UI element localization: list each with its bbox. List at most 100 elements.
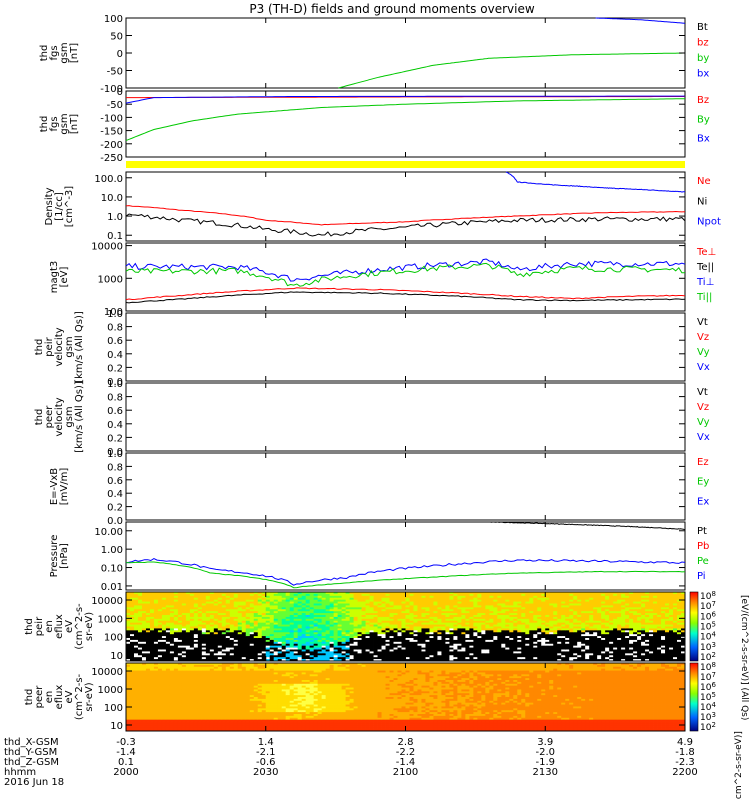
spectrogram-cell xyxy=(473,592,478,595)
spectrogram-cell xyxy=(153,653,159,656)
spectrogram-cell xyxy=(377,638,382,641)
spectrogram-cell xyxy=(549,613,554,616)
spectrogram-cell xyxy=(373,592,378,595)
spectrogram-cell xyxy=(609,595,614,599)
spectrogram-cell xyxy=(129,645,135,648)
spectrogram-cell xyxy=(249,647,255,650)
spectrogram-cell xyxy=(509,622,514,625)
spectrogram-cell xyxy=(373,653,378,656)
spectrogram-cell xyxy=(533,632,538,635)
spectrogram-cell xyxy=(541,634,546,637)
spectrogram-cell xyxy=(273,641,279,645)
spectrogram-cell xyxy=(573,609,578,612)
spectrogram-cell xyxy=(273,616,279,620)
spectrogram-cell xyxy=(413,624,418,627)
spectrogram-cell xyxy=(233,613,239,616)
spectrogram-cell xyxy=(593,603,598,606)
spectrogram-cell xyxy=(301,601,307,604)
spectrogram-cell xyxy=(345,609,350,612)
spectrogram-cell xyxy=(569,659,574,662)
spectrogram-cell xyxy=(557,624,562,627)
spectrogram-cell xyxy=(305,615,311,618)
y-tick-label: -150 xyxy=(100,127,123,138)
spectrogram-cell xyxy=(361,634,366,637)
spectrogram-cell xyxy=(185,597,191,601)
spectrogram-cell xyxy=(425,615,430,618)
spectrogram-cell xyxy=(485,626,490,629)
spectrogram-cell xyxy=(617,593,622,597)
spectrogram-cell xyxy=(465,647,470,650)
spectrogram-cell xyxy=(597,634,602,637)
spectrogram-cell xyxy=(185,636,191,639)
spectrogram-cell xyxy=(293,607,299,610)
spectrogram-cell xyxy=(321,599,327,602)
spectrogram-cell xyxy=(333,607,339,610)
spectrogram-cell xyxy=(441,616,446,620)
spectrogram-cell xyxy=(589,645,594,648)
spectrogram-cell xyxy=(165,592,171,595)
spectrogram-cell xyxy=(541,647,546,650)
spectrogram-cell xyxy=(509,638,514,641)
spectrogram-cell xyxy=(317,659,323,662)
spectrogram-cell xyxy=(413,657,418,660)
spectrogram-cell xyxy=(177,609,183,612)
spectrogram-cell xyxy=(293,603,299,606)
spectrogram-cell xyxy=(405,639,410,643)
spectrogram-cell xyxy=(369,649,374,652)
spectrogram-cell xyxy=(157,628,163,631)
spectrogram-cell xyxy=(233,611,239,614)
spectrogram-cell xyxy=(385,607,390,610)
spectrogram-cell xyxy=(285,630,291,633)
spectrogram-cell xyxy=(185,603,191,606)
spectrogram-cell xyxy=(441,626,446,629)
spectrogram-cell xyxy=(349,655,354,658)
y-tick-label: -100 xyxy=(100,113,123,124)
spectrogram-cell xyxy=(613,597,618,601)
spectrogram-cell xyxy=(549,601,554,604)
spectrogram-cell xyxy=(565,655,570,658)
legend-bx: bx xyxy=(697,69,709,80)
spectrogram-cell xyxy=(233,659,239,662)
spectrogram-cell xyxy=(293,636,299,639)
spectrogram-cell xyxy=(165,597,171,601)
spectrogram-cell xyxy=(449,595,454,599)
spectrogram-cell xyxy=(509,595,514,599)
spectrogram-cell xyxy=(573,595,578,599)
spectrogram-cell xyxy=(285,655,291,658)
spectrogram-cell xyxy=(645,620,650,624)
spectrogram-cell xyxy=(149,599,155,602)
spectrogram-cell xyxy=(281,620,287,624)
spectrogram-cell xyxy=(553,636,558,639)
spectrogram-cell xyxy=(277,599,283,602)
spectrogram-cell xyxy=(209,624,215,627)
spectrogram-cell xyxy=(405,599,410,602)
spectrogram-cell xyxy=(433,638,438,641)
spectrogram-cell xyxy=(269,638,275,641)
spectrogram-cell xyxy=(313,601,319,604)
spectrogram-cell xyxy=(429,659,434,662)
y-axis-label: E=-VxB xyxy=(49,468,60,505)
spectrogram-cell xyxy=(357,636,362,639)
spectrogram-cell xyxy=(613,607,618,610)
spectrogram-cell xyxy=(633,630,638,633)
spectrogram-cell xyxy=(269,628,275,631)
spectrogram-cell xyxy=(309,603,315,606)
spectrogram-cell xyxy=(577,599,582,602)
spectrogram-cell xyxy=(241,609,247,612)
spectrogram-cell xyxy=(237,611,243,614)
spectrogram-cell xyxy=(153,626,159,629)
spectrogram-cell xyxy=(321,651,327,654)
spectrogram-cell xyxy=(313,645,319,648)
spectrogram-cell xyxy=(605,622,610,625)
spectrogram-cell xyxy=(525,651,530,654)
spectrogram-cell xyxy=(349,624,354,627)
spectrogram-cell xyxy=(189,655,195,658)
y-tick-label: 0.4 xyxy=(107,420,123,431)
spectrogram-cell xyxy=(333,655,339,658)
spectrogram-cell xyxy=(357,618,362,622)
spectrogram-cell xyxy=(169,611,175,614)
spectrogram-cell xyxy=(453,628,458,631)
spectrogram-cell xyxy=(313,613,319,616)
spectrogram-cell xyxy=(141,597,147,601)
spectrogram-cell xyxy=(261,597,267,601)
